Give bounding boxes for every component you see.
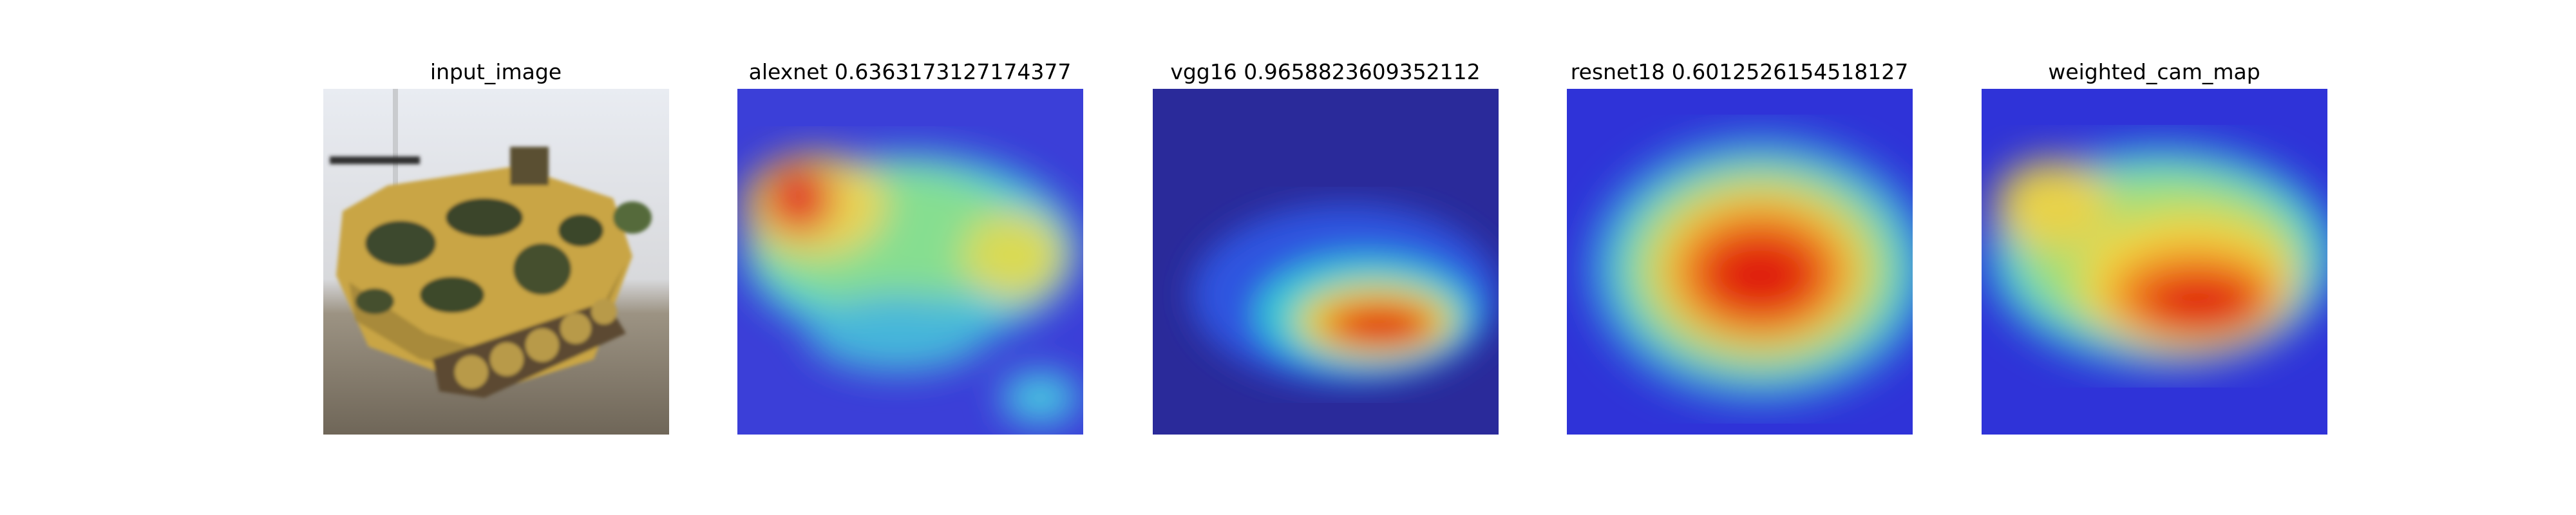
vgg16-title: vgg16 0.9658823609352112: [1170, 59, 1481, 84]
resnet18-title: resnet18 0.6012526154518127: [1570, 59, 1909, 84]
weighted-cam-map-title: weighted_cam_map: [2048, 59, 2260, 84]
input-image: [323, 89, 669, 435]
input-image-title: input_image: [430, 59, 562, 84]
vgg16-heatmap: [1153, 89, 1499, 435]
alexnet-title: alexnet 0.6363173127174377: [748, 59, 1072, 84]
alexnet-heatmap: [737, 89, 1083, 435]
resnet18-heatmap: [1567, 89, 1913, 435]
weighted-cam-map-heatmap: [1982, 89, 2327, 435]
